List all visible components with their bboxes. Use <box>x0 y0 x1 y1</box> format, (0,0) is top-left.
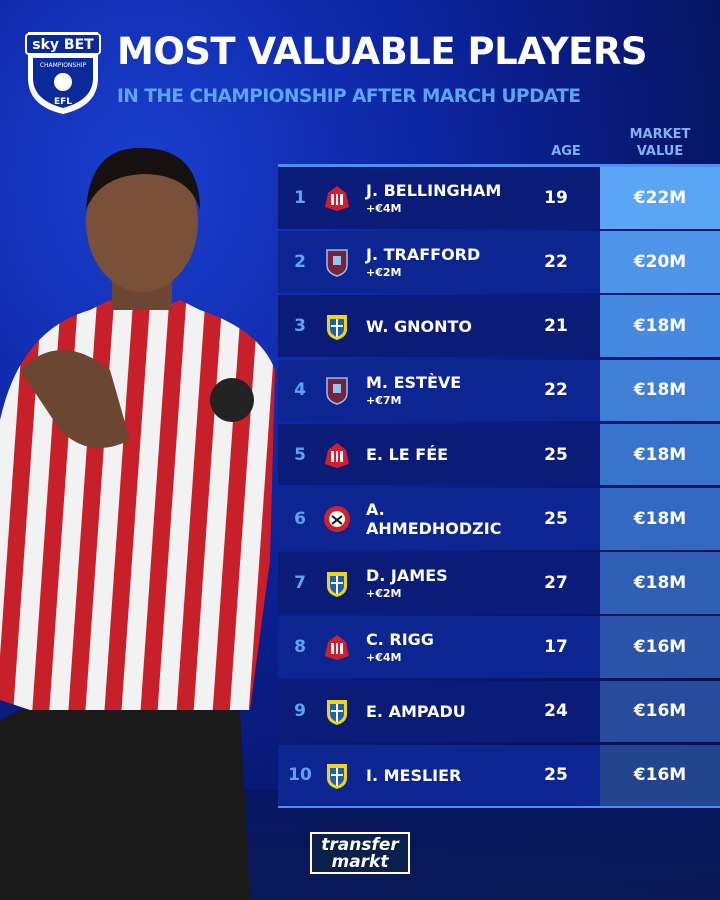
player-name: D. JAMES +€2M <box>366 566 522 600</box>
sunderland-crest-icon <box>325 185 349 211</box>
transfermarkt-logo: transfer markt <box>310 832 410 874</box>
player-name: J. TRAFFORD +€2M <box>366 245 522 279</box>
rank: 4 <box>294 380 306 401</box>
page-title: MOST VALUABLE PLAYERS <box>117 30 648 73</box>
market-value: €16M <box>600 680 720 743</box>
value-change: +€4M <box>366 651 402 665</box>
logo-text: sky BET <box>32 37 94 53</box>
players-table: 1 J. BELLINGHAM +€4M 19 €22M 2 J. TRAFFORD… <box>278 164 720 809</box>
player-age: 22 <box>544 251 568 272</box>
player-name: E. AMPADU <box>366 701 466 721</box>
player-name: C. RIGG +€4M <box>366 630 522 664</box>
market-value: €16M <box>600 744 720 807</box>
leeds-crest-icon <box>327 764 347 790</box>
player-name: W. GNONTO <box>366 316 473 336</box>
value-change: +€2M <box>366 586 402 600</box>
value-change: +€2M <box>366 265 402 279</box>
rank: 2 <box>294 251 306 272</box>
market-value: €22M <box>600 167 720 229</box>
market-value: €18M <box>600 295 720 357</box>
leeds-crest-icon <box>327 700 347 726</box>
leeds-crest-icon <box>327 315 347 341</box>
sunderland-crest-icon <box>325 442 349 468</box>
value-change: +€4M <box>366 201 402 215</box>
player-age: 24 <box>544 701 568 722</box>
table-row: 8 C. RIGG +€4M 17 €16M <box>278 616 720 678</box>
rank: 8 <box>294 637 306 658</box>
player-age: 22 <box>544 380 568 401</box>
rank: 3 <box>294 316 306 337</box>
player-age: 19 <box>544 187 568 208</box>
table-row: 1 J. BELLINGHAM +€4M 19 €22M <box>278 167 720 229</box>
market-value: €18M <box>600 552 720 614</box>
table-row: 5 E. LE FÉE 25 €18M <box>278 423 720 486</box>
table-row: 6 A. AHMEDHODZIC 25 €18M <box>278 487 720 550</box>
table-row: 7 D. JAMES +€2M 27 €18M <box>278 552 720 614</box>
page-subtitle: IN THE CHAMPIONSHIP AFTER MARCH UPDATE <box>117 86 581 107</box>
table-row: 2 J. TRAFFORD +€2M 22 €20M <box>278 231 720 293</box>
player-name: I. MESLIER <box>366 765 462 785</box>
market-value: €18M <box>600 423 720 486</box>
burnley-crest-icon <box>326 377 348 406</box>
player-photo <box>0 147 275 900</box>
burnley-crest-icon <box>326 249 348 277</box>
market-value: €16M <box>600 616 720 678</box>
leeds-crest-icon <box>327 571 347 597</box>
age-header: AGE <box>551 144 581 159</box>
rank: 6 <box>294 508 306 529</box>
table-row: 10 I. MESLIER 25 €16M <box>278 744 720 807</box>
rank: 9 <box>294 701 306 722</box>
sky-bet-championship-logo: sky BET CHAMPIONSHIP EFL <box>25 32 101 114</box>
player-age: 25 <box>544 508 568 529</box>
rank: 5 <box>294 444 306 465</box>
table-row: 4 M. ESTÈVE +€7M 22 €18M <box>278 359 720 422</box>
market-value: €20M <box>600 231 720 293</box>
player-age: 25 <box>544 444 568 465</box>
svg-text:CHAMPIONSHIP: CHAMPIONSHIP <box>40 62 87 69</box>
table-row: 9 E. AMPADU 24 €16M <box>278 680 720 743</box>
player-name: A. AHMEDHODZIC <box>366 499 502 538</box>
player-age: 27 <box>544 572 568 593</box>
player-name: J. BELLINGHAM +€4M <box>366 181 522 215</box>
rank: 10 <box>288 765 312 786</box>
market-value: €18M <box>600 359 720 422</box>
market-value-header: MARKET VALUE <box>629 127 691 159</box>
player-age: 25 <box>544 765 568 786</box>
market-value: €18M <box>600 487 720 550</box>
player-age: 17 <box>544 637 568 658</box>
table-row: 3 W. GNONTO 21 €18M <box>278 295 720 357</box>
value-change: +€7M <box>366 394 402 408</box>
player-name: E. LE FÉE <box>366 445 449 465</box>
rank: 7 <box>294 572 306 593</box>
svg-text:EFL: EFL <box>54 97 72 107</box>
rank: 1 <box>294 187 306 208</box>
sunderland-crest-icon <box>325 635 349 661</box>
player-name: M. ESTÈVE +€7M <box>366 373 522 407</box>
player-age: 21 <box>544 316 568 337</box>
sheffield-united-crest-icon <box>324 505 350 532</box>
